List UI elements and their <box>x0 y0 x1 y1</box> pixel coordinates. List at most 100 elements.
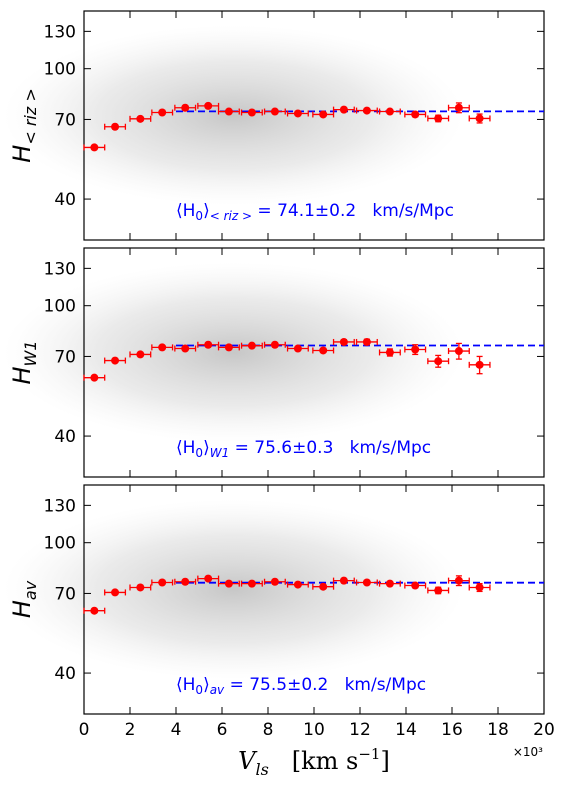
y-tick-label: 130 <box>44 22 76 42</box>
y-tick-label: 40 <box>54 664 76 684</box>
data-point <box>158 108 167 117</box>
annotation-close: ⟩ <box>203 438 210 458</box>
data-point <box>111 356 120 365</box>
data-point <box>181 344 190 353</box>
y-tick-label: 130 <box>44 259 76 279</box>
data-point <box>362 578 371 587</box>
y-tick-label: 40 <box>54 427 76 447</box>
data-point <box>475 583 484 592</box>
data-point <box>111 588 120 597</box>
data-point <box>454 103 463 112</box>
data-point <box>434 114 443 123</box>
data-point <box>319 346 328 355</box>
x-tick-label: 2 <box>125 720 136 740</box>
y-label-sub: < riz > <box>21 88 40 144</box>
point-cloud <box>3 499 464 680</box>
data-point <box>111 122 120 131</box>
data-point <box>90 373 99 382</box>
annotation-open: ⟨H <box>176 201 195 221</box>
x-label-end: ] <box>380 747 389 775</box>
x-multiplier: ×10³ <box>513 745 543 759</box>
y-axis-label: Hav <box>8 580 40 618</box>
annotation-close: ⟩ <box>203 201 210 221</box>
data-point <box>411 345 420 354</box>
data-point <box>181 577 190 586</box>
data-point <box>158 578 167 587</box>
annotation-sub0: 0 <box>195 683 203 697</box>
data-point <box>339 576 348 585</box>
data-point <box>385 579 394 588</box>
data-point <box>90 606 99 615</box>
y-axis-label: HW1 <box>8 340 40 384</box>
data-point <box>362 106 371 115</box>
data-point <box>319 582 328 591</box>
data-point <box>136 114 145 123</box>
x-axis-label: Vls [km s−1] <box>238 745 390 779</box>
y-tick-label: 70 <box>54 110 76 130</box>
x-label-unit: [km s <box>269 747 359 775</box>
y-tick-label: 40 <box>54 190 76 210</box>
data-point <box>90 143 99 152</box>
data-point <box>224 107 233 116</box>
annotation-sub: av <box>210 683 225 697</box>
annotation-text: = 75.6±0.3 km/s/Mpc <box>229 438 431 458</box>
data-point <box>224 579 233 588</box>
data-point <box>136 583 145 592</box>
annotation-sub: W1 <box>210 446 230 460</box>
mean-annotation: ⟨H0⟩< riz > = 74.1±0.2 km/s/Mpc <box>176 201 454 223</box>
data-point <box>204 101 213 110</box>
data-point <box>339 105 348 114</box>
data-point <box>339 337 348 346</box>
data-point <box>204 340 213 349</box>
data-point <box>270 340 279 349</box>
x-label-sup: −1 <box>358 745 380 763</box>
x-tick-label: 14 <box>395 720 417 740</box>
data-point <box>362 337 371 346</box>
mean-annotation: ⟨H0⟩W1 = 75.6±0.3 km/s/Mpc <box>176 438 431 460</box>
y-tick-label: 100 <box>44 534 76 554</box>
annotation-text: = 75.5±0.2 km/s/Mpc <box>224 675 426 695</box>
x-tick-label: 20 <box>533 720 555 740</box>
data-point <box>385 107 394 116</box>
mean-annotation: ⟨H0⟩av = 75.5±0.2 km/s/Mpc <box>176 675 426 697</box>
data-point <box>270 107 279 116</box>
data-point <box>158 343 167 352</box>
point-cloud <box>3 262 464 443</box>
data-point <box>247 341 256 350</box>
y-label-sub: av <box>21 580 40 600</box>
annotation-open: ⟨H <box>176 675 195 695</box>
data-point <box>181 103 190 112</box>
y-label-main: H <box>8 366 36 384</box>
data-point <box>454 347 463 356</box>
x-tick-label: 12 <box>349 720 371 740</box>
x-label-main: V <box>238 747 258 775</box>
annotation-sub0: 0 <box>195 446 203 460</box>
x-tick-label: 6 <box>217 720 228 740</box>
data-point <box>434 357 443 366</box>
data-point <box>136 350 145 359</box>
data-point <box>411 110 420 119</box>
data-point <box>293 580 302 589</box>
data-point <box>475 114 484 123</box>
y-tick-label: 100 <box>44 297 76 317</box>
y-tick-label: 70 <box>54 584 76 604</box>
data-point <box>293 344 302 353</box>
y-tick-label: 70 <box>54 347 76 367</box>
y-axis-label: H< riz > <box>8 88 40 162</box>
data-point <box>454 576 463 585</box>
data-point <box>434 586 443 595</box>
x-tick-label: 18 <box>487 720 509 740</box>
data-point <box>475 360 484 369</box>
y-label-sub: W1 <box>21 340 40 366</box>
annotation-open: ⟨H <box>176 438 195 458</box>
data-point <box>385 348 394 357</box>
data-point <box>270 577 279 586</box>
x-tick-label: 8 <box>263 720 274 740</box>
x-tick-label: 4 <box>171 720 182 740</box>
x-label-sub: ls <box>256 760 269 779</box>
annotation-close: ⟩ <box>203 675 210 695</box>
data-point <box>247 108 256 117</box>
annotation-text: = 74.1±0.2 km/s/Mpc <box>252 201 454 221</box>
y-label-main: H <box>8 145 36 163</box>
